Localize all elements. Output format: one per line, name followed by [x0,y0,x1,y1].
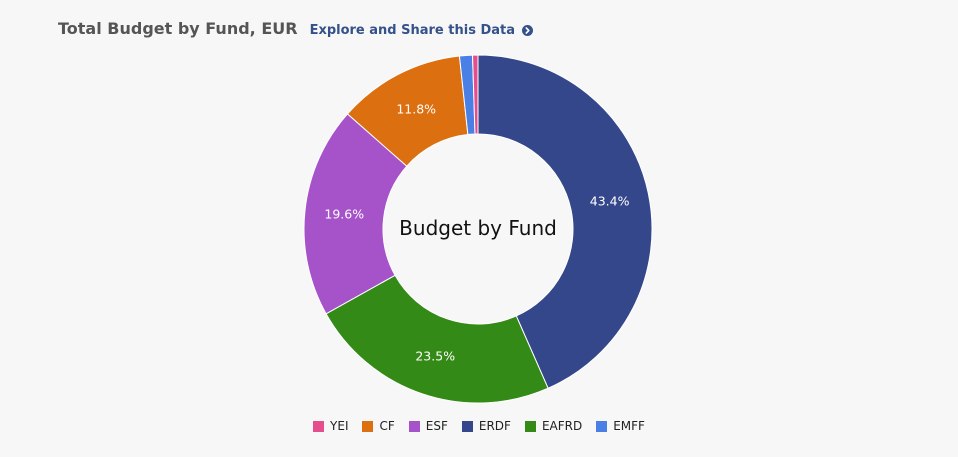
legend-swatch [313,420,325,432]
donut-center-label: Budget by Fund [399,216,557,240]
donut-slice-labels: 43.4% 23.5% 19.6% 11.8% [324,102,629,364]
legend-label: ESF [425,419,448,433]
legend-swatch [408,420,420,432]
slice-label-erdf: 43.4% [590,193,630,208]
legend-swatch [461,420,473,432]
legend-item-yei[interactable]: YEI [313,419,348,433]
slice-yei[interactable] [472,54,479,135]
slice-eafrd[interactable] [325,274,549,404]
legend-item-cf[interactable]: CF [362,419,395,433]
legend-label: EMFF [613,419,645,433]
chart-legend: YEI CF ESF ERDF EAFRD EMFF [0,419,958,433]
slice-esf[interactable] [303,113,408,315]
chevron-circle-right-icon [522,25,534,36]
legend-item-emff[interactable]: EMFF [596,419,645,433]
legend-item-erdf[interactable]: ERDF [461,419,511,433]
explore-share-link-label: Explore and Share this Data [309,23,516,38]
slice-label-esf: 19.6% [324,207,364,222]
explore-share-link[interactable]: Explore and Share this Data [309,23,534,38]
slice-erdf[interactable] [477,54,653,389]
donut-slices [303,54,653,404]
legend-label: CF [379,419,395,433]
legend-label: YEI [330,419,349,433]
chart-header: Total Budget by Fund, EUR Explore and Sh… [58,19,534,38]
legend-item-eafrd[interactable]: EAFRD [524,419,583,433]
legend-swatch [524,420,536,432]
legend-swatch [362,420,374,432]
legend-item-esf[interactable]: ESF [408,419,448,433]
slice-label-cf: 11.8% [396,102,436,117]
legend-swatch [596,420,608,432]
chart-title: Total Budget by Fund, EUR [58,19,298,38]
slice-label-eafrd: 23.5% [415,349,455,364]
legend-label: ERDF [478,419,511,433]
legend-label: EAFRD [541,419,583,433]
